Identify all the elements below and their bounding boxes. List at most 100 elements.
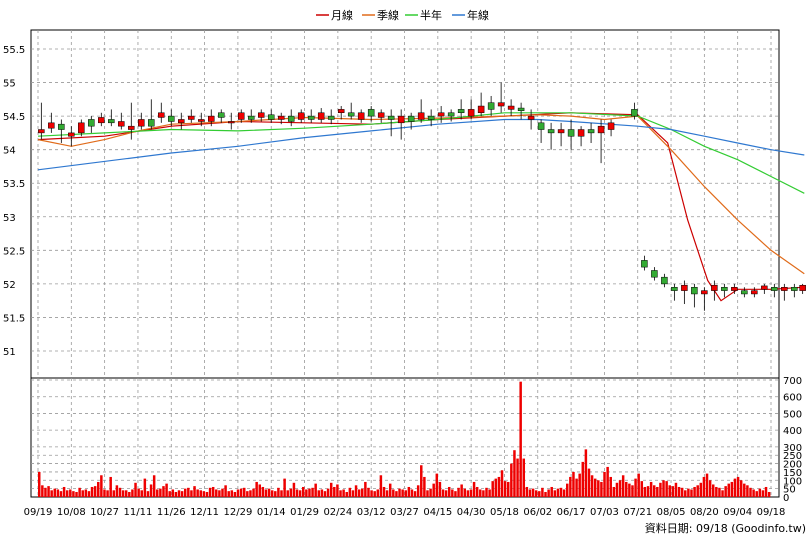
volume-bar xyxy=(553,490,557,497)
candle-body xyxy=(78,122,85,134)
volume-bar xyxy=(522,458,526,497)
volume-bar xyxy=(38,471,41,497)
volume-bar xyxy=(684,490,687,497)
volume-bar xyxy=(398,488,401,497)
candle-body xyxy=(567,129,575,137)
candle-body xyxy=(98,117,105,124)
volume-bar xyxy=(482,490,485,497)
volume-bar xyxy=(93,486,97,497)
volume-y-tick-label: 100 xyxy=(783,476,802,487)
candle-body xyxy=(771,286,778,291)
volume-bar xyxy=(379,475,383,497)
volume-bar xyxy=(590,475,594,497)
candle-body xyxy=(118,121,125,127)
volume-bar xyxy=(516,458,519,497)
candle-body xyxy=(577,129,585,137)
candle-body xyxy=(417,112,425,120)
candle-body xyxy=(731,286,738,291)
candle-body xyxy=(227,121,235,124)
volume-y-tick-label: 400 xyxy=(783,426,802,437)
volume-bar xyxy=(550,486,553,497)
volume-bar xyxy=(183,488,187,497)
candle-body xyxy=(218,112,225,118)
volume-bar xyxy=(333,486,336,497)
volume-bar xyxy=(388,483,392,497)
volume-bar xyxy=(308,488,311,497)
volume-bar xyxy=(84,489,88,497)
volume-bar xyxy=(457,487,460,497)
x-tick-label: 06/17 xyxy=(557,507,586,518)
volume-bar xyxy=(311,487,314,497)
candle-body xyxy=(367,109,375,117)
volume-bar xyxy=(252,488,255,497)
candle-body xyxy=(427,115,435,120)
x-tick-label: 05/18 xyxy=(490,507,519,518)
volume-bar xyxy=(503,481,507,497)
volume-bar xyxy=(202,491,206,497)
volume-bar xyxy=(767,491,771,497)
volume-bar xyxy=(354,485,358,497)
volume-bar xyxy=(270,490,274,497)
candle-body xyxy=(287,115,295,122)
volume-bar xyxy=(87,491,91,497)
volume-bar xyxy=(317,490,321,497)
candle-body xyxy=(188,115,195,120)
volume-bar xyxy=(702,476,706,497)
candle-body xyxy=(138,119,145,127)
volume-bar xyxy=(53,488,57,497)
candle-body xyxy=(337,109,345,114)
volume-bar xyxy=(488,489,491,497)
candle-body xyxy=(387,115,395,120)
moving-average-lines xyxy=(37,112,805,302)
price-y-tick-label: 53.5 xyxy=(3,179,25,190)
candle-body xyxy=(457,109,465,114)
volume-bar xyxy=(103,489,106,497)
legend-label-halfyear: 半年 xyxy=(420,8,442,22)
volume-bar xyxy=(385,490,389,497)
candle-body xyxy=(799,284,806,291)
volume-bar xyxy=(432,483,435,497)
volume-bar xyxy=(519,381,522,497)
volume-bar xyxy=(423,476,426,497)
volume-bar xyxy=(429,488,432,497)
volume-bar xyxy=(761,490,765,497)
x-tick-label: 03/12 xyxy=(357,507,386,518)
candle-body xyxy=(88,119,95,127)
volume-bar xyxy=(416,485,420,497)
volume-bar xyxy=(547,489,550,497)
volume-bar xyxy=(618,480,622,497)
volume-bar xyxy=(152,475,156,497)
volume-bar xyxy=(392,489,395,497)
volume-bar xyxy=(525,486,529,497)
volume-bar xyxy=(609,476,612,497)
volume-bar xyxy=(572,471,575,497)
volume-bar xyxy=(124,490,128,497)
candle-body xyxy=(507,105,515,110)
volume-bar xyxy=(162,486,165,497)
volume-y-tick-label: 500 xyxy=(783,409,802,420)
candle-body xyxy=(297,112,305,120)
candle-body xyxy=(58,123,65,130)
volume-bar xyxy=(128,491,131,497)
volume-bar xyxy=(435,473,439,497)
volume-bar xyxy=(475,486,479,497)
candle-body xyxy=(721,286,728,291)
volume-bar xyxy=(62,486,66,497)
x-tick-label: 07/03 xyxy=(590,507,619,518)
volume-bar xyxy=(323,491,327,497)
volume-bar xyxy=(506,481,510,497)
volume-bar xyxy=(149,484,153,497)
candle-body xyxy=(537,122,545,130)
volume-bar xyxy=(420,465,423,497)
candle-body xyxy=(641,260,648,268)
x-tick-label: 03/27 xyxy=(390,507,419,518)
price-y-axis: 51 51.5 52 52.5 53 53.5 54 54.5 55 55.5 xyxy=(3,45,25,358)
candle-body xyxy=(168,115,175,122)
volume-bar xyxy=(44,487,47,497)
volume-bar xyxy=(513,450,516,497)
x-tick-label: 08/05 xyxy=(657,507,686,518)
volume-bar xyxy=(631,485,634,497)
volume-y-tick-label: 600 xyxy=(783,393,802,404)
